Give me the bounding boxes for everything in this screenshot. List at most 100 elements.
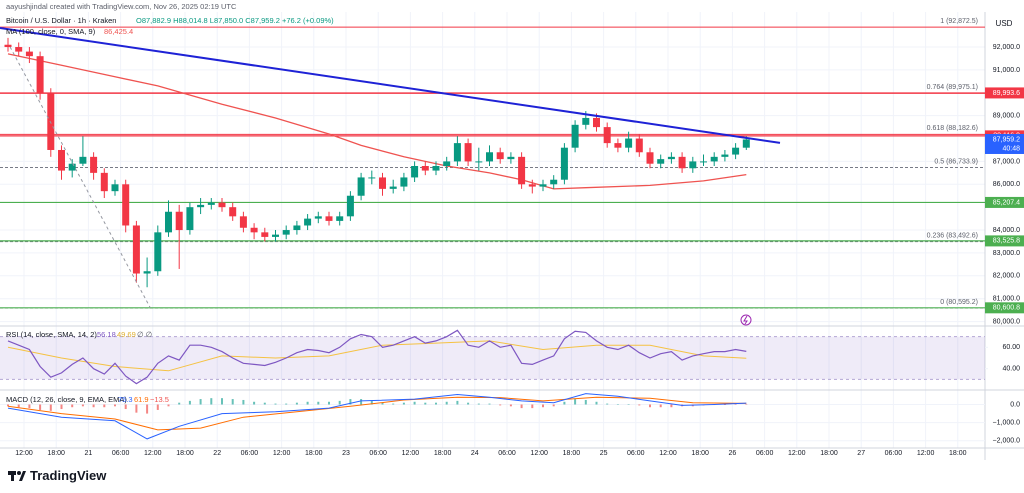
candle-body [689, 161, 697, 169]
x-tick-label: 06:00 [885, 450, 903, 457]
candle-body [657, 159, 665, 164]
candle-body [47, 92, 55, 150]
candle-body [357, 177, 365, 196]
histogram-bar [723, 404, 726, 405]
histogram-bar [188, 400, 191, 405]
candle-body [4, 44, 12, 48]
histogram-bar [616, 404, 619, 405]
candle-body [90, 156, 98, 173]
macd-value: 75.3 [118, 395, 133, 404]
candle-body [175, 211, 183, 231]
level-tag [985, 87, 1024, 99]
x-tick-label: 12:00 [15, 450, 33, 457]
level-label: 85,207.4 [993, 199, 1020, 206]
histogram-bar [39, 404, 42, 410]
histogram-bar [295, 402, 298, 405]
x-tick-label: 18:00 [820, 450, 838, 457]
histogram-bar [210, 398, 213, 405]
histogram-bar [146, 404, 149, 414]
level-tag [985, 235, 1024, 247]
histogram-bar [349, 399, 352, 405]
candle-body [400, 177, 408, 187]
histogram-bar [253, 401, 256, 405]
y-tick-label: 60.00 [1002, 344, 1020, 351]
candle-body [282, 230, 290, 235]
candle-body [250, 227, 258, 233]
histogram-bar [445, 401, 448, 405]
y-tick-label: 0.0 [1010, 401, 1020, 408]
histogram-bar [456, 400, 459, 405]
y-tick-label: 87,000.0 [993, 158, 1020, 165]
candle-body [721, 154, 729, 157]
candle-body [100, 172, 108, 192]
candle-body [443, 161, 451, 166]
event-icon [740, 314, 752, 326]
histogram-bar [563, 401, 566, 405]
histogram-bar [638, 404, 641, 406]
histogram-bar [178, 402, 181, 405]
x-tick-label: 21 [85, 450, 93, 457]
histogram-value: −13.5 [150, 395, 169, 404]
candle-body [732, 147, 740, 155]
histogram-bar [60, 404, 63, 410]
candle-body [314, 216, 322, 219]
histogram-bar [542, 404, 544, 408]
candle-body [379, 177, 386, 189]
x-tick-label: 06:00 [627, 450, 645, 457]
signal-line [7, 396, 747, 431]
x-tick-label: 12:00 [144, 450, 162, 457]
level-label: 89,993.6 [993, 90, 1020, 97]
candle-body [261, 232, 269, 237]
fib-label: 0.764 (89,975.1) [927, 84, 978, 91]
histogram-bar [381, 402, 384, 405]
level-tag [985, 196, 1024, 208]
logo-shape [17, 471, 21, 475]
x-tick-label: 12:00 [402, 450, 420, 457]
moving-average [7, 53, 747, 190]
fib-label: 0.236 (83,492.6) [927, 233, 978, 240]
histogram-bar [531, 404, 534, 409]
histogram-bar [124, 404, 127, 410]
candle-body [614, 143, 622, 148]
y-tick-label: −2,000.0 [993, 438, 1021, 445]
rsi-extra: ∅ ∅ [137, 330, 152, 339]
histogram-bar [167, 404, 170, 407]
symbol: Bitcoin / U.S. Dollar · 1h · Kraken [6, 16, 116, 25]
candle-body [678, 156, 686, 169]
x-tick-label: 06:00 [241, 450, 259, 457]
x-tick-label: 18:00 [305, 450, 323, 457]
histogram-bar [402, 402, 405, 405]
candle-body [218, 202, 226, 208]
x-tick-label: 27 [857, 450, 865, 457]
candle-body [700, 161, 707, 163]
logo-shape [19, 471, 26, 481]
y-tick-label: 84,000.0 [993, 227, 1020, 234]
histogram-bar [584, 399, 587, 405]
signal-value: 61.9 [134, 395, 149, 404]
candle-body [571, 124, 579, 148]
event-icon [743, 315, 748, 325]
candle-body [486, 152, 493, 162]
candle-body [68, 163, 76, 171]
histogram-bar [595, 401, 598, 405]
x-tick-label: 18:00 [949, 450, 967, 457]
candle-body [36, 56, 44, 93]
x-tick-label: 23 [342, 450, 350, 457]
histogram-bar [477, 403, 480, 405]
histogram-bar [114, 404, 116, 407]
x-tick-label: 06:00 [369, 450, 387, 457]
candle-body [539, 184, 547, 187]
fib-anchor-line [9, 46, 151, 309]
histogram-bar [306, 401, 309, 405]
candle-body [239, 216, 247, 228]
x-tick-label: 18:00 [563, 450, 581, 457]
rsi-line [7, 329, 747, 385]
y-tick-label: 86,000.0 [993, 181, 1020, 188]
histogram-bar [606, 403, 609, 405]
candle-body [742, 139, 750, 148]
histogram-bar [499, 404, 502, 406]
candle-body [15, 47, 23, 52]
candle-body [229, 207, 237, 217]
